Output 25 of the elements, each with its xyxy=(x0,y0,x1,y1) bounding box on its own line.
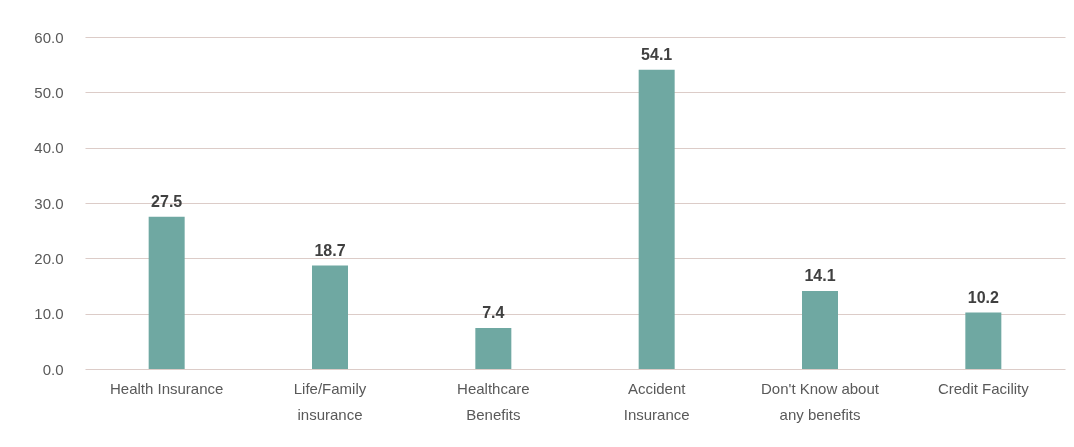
x-tick-label: Don't Know about any benefits xyxy=(761,379,880,423)
y-tick-label: 20.0 xyxy=(34,249,64,267)
bar xyxy=(312,265,348,369)
x-tick-label: Credit Facility xyxy=(937,379,1030,397)
data-label: 18.7 xyxy=(314,241,346,259)
y-tick-label: 30.0 xyxy=(34,194,64,212)
bar xyxy=(638,69,675,369)
bar xyxy=(475,328,512,369)
data-label: 27.5 xyxy=(151,192,183,210)
y-tick-label: 50.0 xyxy=(34,83,64,101)
bar xyxy=(148,216,185,369)
data-label: 7.4 xyxy=(482,304,505,322)
bar xyxy=(965,312,1002,369)
data-label: 14.1 xyxy=(804,266,836,284)
y-tick-label: 0.0 xyxy=(42,360,64,378)
data-label: 10.2 xyxy=(967,288,1000,306)
x-tick-label: Healthcare Benefits xyxy=(457,379,530,423)
data-label: 54.1 xyxy=(641,45,673,63)
y-tick-label: 40.0 xyxy=(34,139,64,157)
x-tick-label: Life/Family insurance xyxy=(293,379,367,423)
x-tick-label: Health Insurance xyxy=(109,379,224,397)
bar xyxy=(802,290,838,369)
x-tick-label: Accident Insurance xyxy=(623,379,690,423)
y-tick-label: 10.0 xyxy=(34,305,64,323)
y-tick-label: 60.0 xyxy=(34,28,64,46)
